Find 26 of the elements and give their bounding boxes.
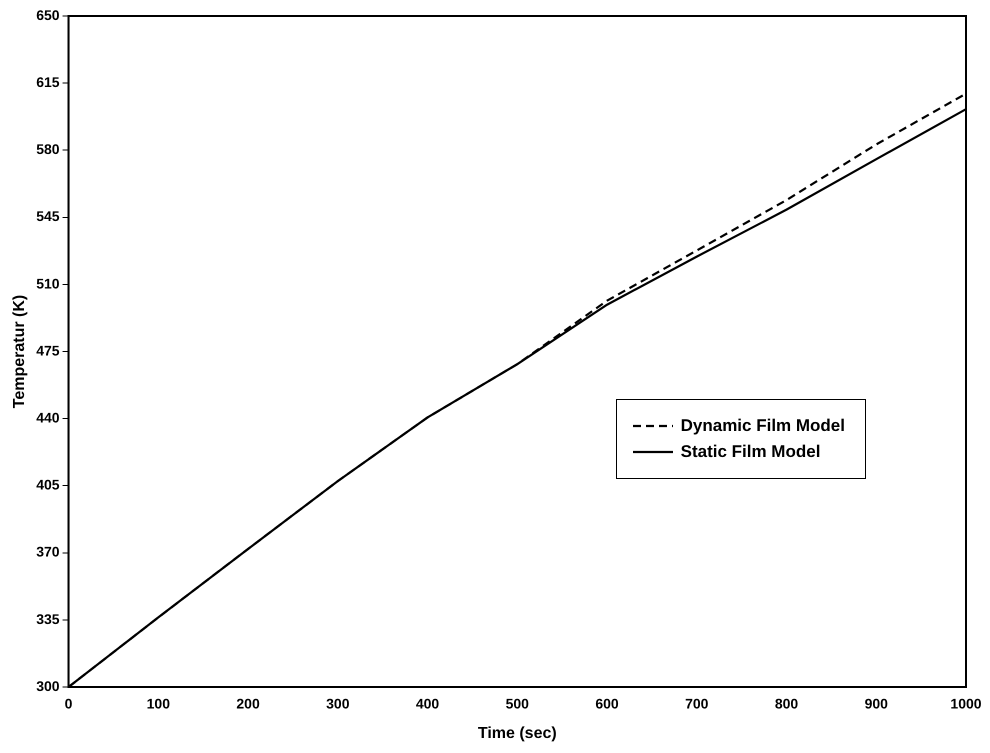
x-tick-label: 400 — [416, 695, 440, 712]
y-tick-label: 300 — [36, 678, 60, 694]
y-tick-label: 545 — [36, 208, 60, 224]
legend-label: Static Film Model — [680, 442, 820, 462]
y-axis-title: Temperatur (K) — [11, 294, 28, 408]
y-tick-label: 370 — [36, 544, 60, 560]
x-tick-label: 700 — [685, 695, 709, 712]
y-tick-label: 650 — [36, 6, 60, 23]
x-tick-label: 900 — [864, 695, 888, 712]
x-tick-label: 600 — [595, 695, 619, 712]
x-tick-label: 500 — [506, 695, 530, 712]
y-tick-label: 615 — [36, 74, 60, 90]
y-tick-label: 440 — [36, 409, 60, 426]
x-tick-label: 300 — [326, 695, 350, 712]
x-tick-label: 1000 — [950, 695, 982, 712]
x-tick-label: 0 — [64, 695, 73, 712]
y-tick-label: 475 — [36, 342, 60, 358]
y-tick-label: 335 — [36, 610, 60, 627]
y-tick-label: 510 — [36, 275, 60, 292]
x-tick-label: 100 — [146, 695, 170, 712]
y-tick-label: 580 — [36, 141, 60, 158]
x-tick-label: 200 — [236, 695, 260, 712]
x-tick-label: 800 — [774, 695, 798, 712]
legend-label: Dynamic Film Model — [680, 416, 845, 436]
y-tick-label: 405 — [36, 476, 60, 493]
x-axis-title: Time (sec) — [478, 724, 557, 742]
